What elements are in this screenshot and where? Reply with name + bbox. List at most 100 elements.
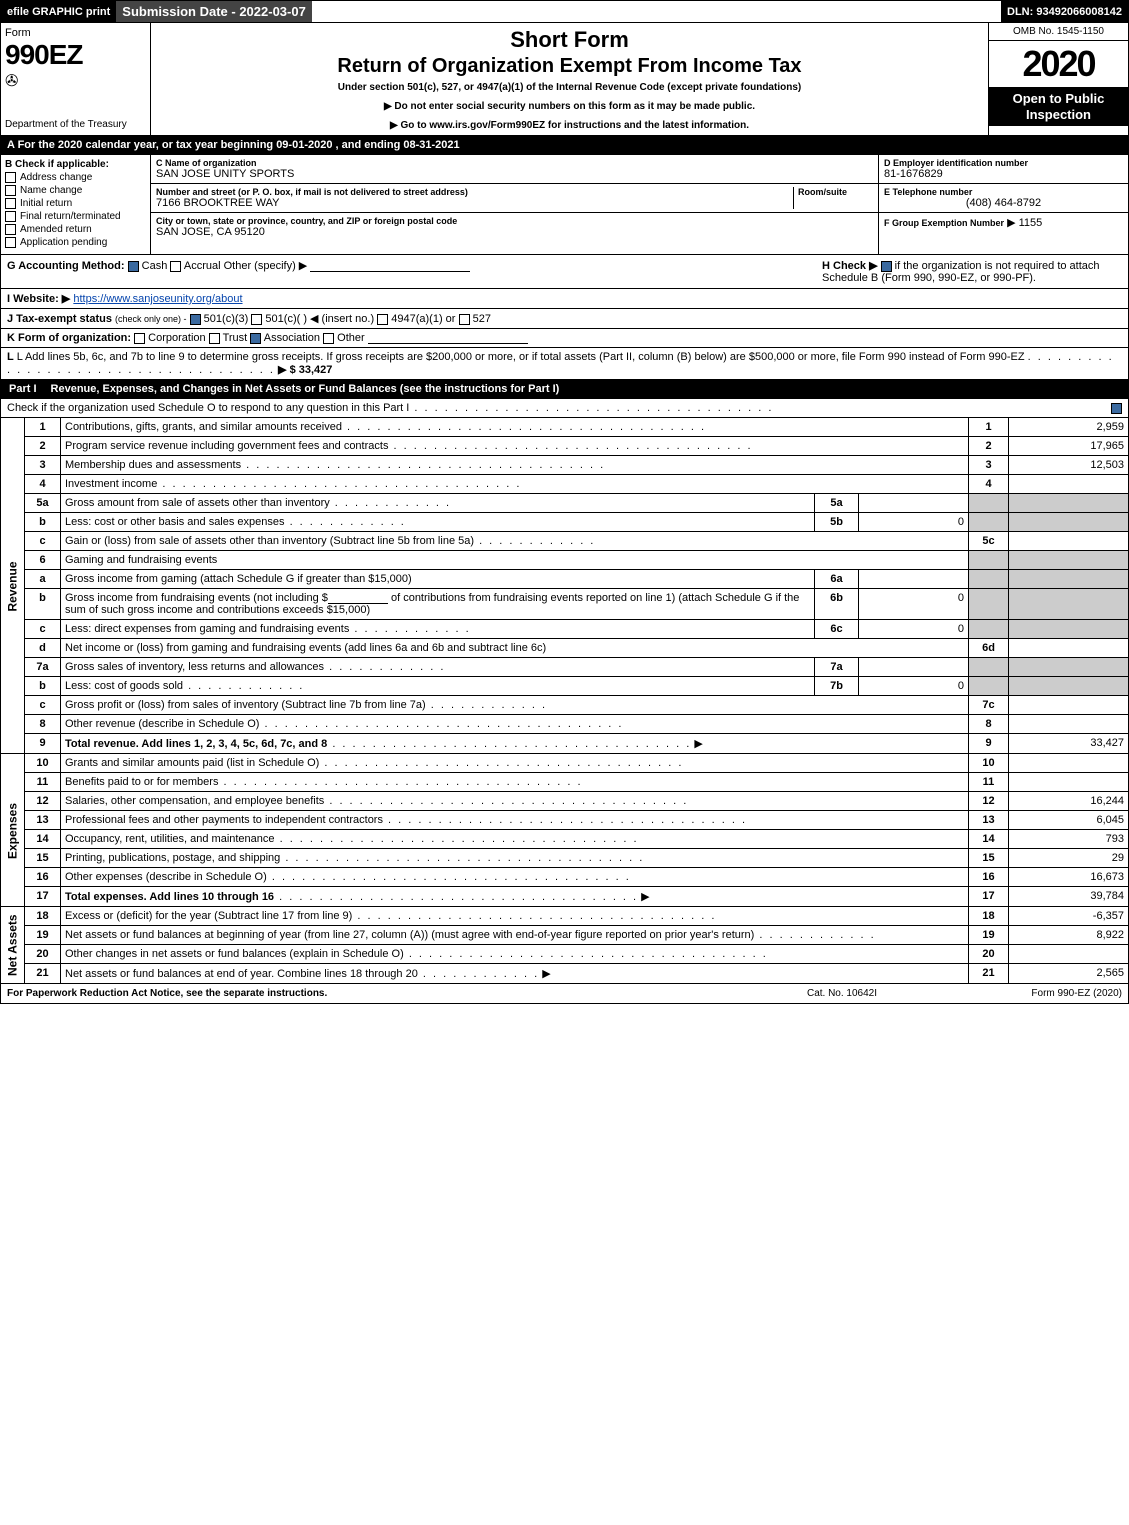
line-desc: Gross sales of inventory, less returns a… xyxy=(61,658,815,677)
line-num: c xyxy=(25,696,61,715)
goto-instructions: ▶ Go to www.irs.gov/Form990EZ for instru… xyxy=(155,120,984,131)
right-num: 16 xyxy=(969,868,1009,887)
chk-name-change[interactable]: Name change xyxy=(5,185,146,196)
line-desc: Gross income from fundraising events (no… xyxy=(61,589,815,620)
form-ref: Form 990-EZ (2020) xyxy=(942,988,1122,999)
chk-trust[interactable] xyxy=(209,333,220,344)
right-num: 20 xyxy=(969,945,1009,964)
g-other-fill[interactable] xyxy=(310,260,470,272)
line-14: 14 Occupancy, rent, utilities, and maint… xyxy=(1,830,1129,849)
chk-amended-return[interactable]: Amended return xyxy=(5,224,146,235)
chk-527[interactable] xyxy=(459,314,470,325)
rows-g-h: G Accounting Method: Cash Accrual Other … xyxy=(0,255,1129,289)
chk-other[interactable] xyxy=(323,333,334,344)
line-amount xyxy=(1009,715,1129,734)
row-g: G Accounting Method: Cash Accrual Other … xyxy=(7,259,822,284)
sub-amount: 0 xyxy=(859,620,969,639)
sub-num: 7b xyxy=(815,677,859,696)
chk-h[interactable] xyxy=(881,261,892,272)
line-desc: Investment income xyxy=(61,475,969,494)
right-num: 18 xyxy=(969,907,1009,926)
k-corp: Corporation xyxy=(148,332,205,344)
city-state-zip: SAN JOSE, CA 95120 xyxy=(156,226,873,238)
sub-num: 7a xyxy=(815,658,859,677)
chk-501c[interactable] xyxy=(251,314,262,325)
chk-address-change[interactable]: Address change xyxy=(5,172,146,183)
right-num: 15 xyxy=(969,849,1009,868)
right-num: 17 xyxy=(969,887,1009,907)
netassets-vlabel: Net Assets xyxy=(1,907,25,984)
line-desc: Membership dues and assessments xyxy=(61,456,969,475)
k-other-fill[interactable] xyxy=(368,332,528,344)
line-amount: 6,045 xyxy=(1009,811,1129,830)
line-amount xyxy=(1009,696,1129,715)
topbar-spacer xyxy=(312,1,1001,22)
chk-final-return[interactable]: Final return/terminated xyxy=(5,211,146,222)
line-15: 15 Printing, publications, postage, and … xyxy=(1,849,1129,868)
group-exempt-value: ▶ 1155 xyxy=(1007,217,1042,229)
line-amount: 16,244 xyxy=(1009,792,1129,811)
section-b: B Check if applicable: Address change Na… xyxy=(1,155,151,254)
h-label: H Check ▶ xyxy=(822,260,878,272)
chk-application-pending[interactable]: Application pending xyxy=(5,237,146,248)
right-num: 9 xyxy=(969,734,1009,754)
org-name-cell: C Name of organization SAN JOSE UNITY SP… xyxy=(151,155,878,184)
line-20: 20 Other changes in net assets or fund b… xyxy=(1,945,1129,964)
part-i-header: Part I Revenue, Expenses, and Changes in… xyxy=(0,380,1129,399)
line-desc: Benefits paid to or for members xyxy=(61,773,969,792)
line-amount: 16,673 xyxy=(1009,868,1129,887)
right-num: 2 xyxy=(969,437,1009,456)
ein-value: 81-1676829 xyxy=(884,168,1123,180)
line-13: 13 Professional fees and other payments … xyxy=(1,811,1129,830)
schedule-o-text: Check if the organization used Schedule … xyxy=(7,402,1111,414)
line-num: 15 xyxy=(25,849,61,868)
row-h: H Check ▶ if the organization is not req… xyxy=(822,259,1122,284)
group-exempt-label: F Group Exemption Number xyxy=(884,218,1004,228)
addr-cell: Number and street (or P. O. box, if mail… xyxy=(151,184,878,213)
line-7c: c Gross profit or (loss) from sales of i… xyxy=(1,696,1129,715)
chk-corp[interactable] xyxy=(134,333,145,344)
chk-accrual[interactable] xyxy=(170,261,181,272)
line-num: b xyxy=(25,513,61,532)
k-trust: Trust xyxy=(223,332,248,344)
line-amount xyxy=(1009,754,1129,773)
line-5c: c Gain or (loss) from sale of assets oth… xyxy=(1,532,1129,551)
line-8: 8 Other revenue (describe in Schedule O)… xyxy=(1,715,1129,734)
chk-schedule-o[interactable] xyxy=(1111,403,1122,414)
j-527: 527 xyxy=(473,313,491,325)
k-other: Other xyxy=(337,332,365,344)
shade-cell xyxy=(969,494,1009,513)
line-desc: Excess or (deficit) for the year (Subtra… xyxy=(61,907,969,926)
line-num: d xyxy=(25,639,61,658)
line-num: 12 xyxy=(25,792,61,811)
line-desc: Gross amount from sale of assets other t… xyxy=(61,494,815,513)
chk-label: Name change xyxy=(20,185,82,196)
right-num: 1 xyxy=(969,418,1009,437)
chk-501c3[interactable] xyxy=(190,314,201,325)
chk-assoc[interactable] xyxy=(250,333,261,344)
j-501c: 501(c)( ) ◀ (insert no.) xyxy=(265,313,374,325)
chk-cash[interactable] xyxy=(128,261,139,272)
website-link[interactable]: https://www.sanjoseunity.org/about xyxy=(73,293,242,305)
section-e: E Telephone number (408) 464-8792 xyxy=(879,184,1128,213)
line-num: 11 xyxy=(25,773,61,792)
shade-cell xyxy=(1009,513,1129,532)
city-label: City or town, state or province, country… xyxy=(156,216,873,226)
shade-cell xyxy=(969,551,1009,570)
line-10: Expenses 10 Grants and similar amounts p… xyxy=(1,754,1129,773)
line-6: 6 Gaming and fundraising events xyxy=(1,551,1129,570)
line-num: 9 xyxy=(25,734,61,754)
chk-4947[interactable] xyxy=(377,314,388,325)
line-num: c xyxy=(25,532,61,551)
right-num: 5c xyxy=(969,532,1009,551)
j-4947: 4947(a)(1) or xyxy=(391,313,455,325)
line-desc: Net income or (loss) from gaming and fun… xyxy=(61,639,969,658)
line-desc: Less: cost or other basis and sales expe… xyxy=(61,513,815,532)
chk-label: Initial return xyxy=(20,198,72,209)
omb-number: OMB No. 1545-1150 xyxy=(989,23,1128,41)
line-num: 18 xyxy=(25,907,61,926)
part-i-label: Part I xyxy=(1,380,45,398)
line-amount: 2,959 xyxy=(1009,418,1129,437)
chk-initial-return[interactable]: Initial return xyxy=(5,198,146,209)
efile-graphic-print: efile GRAPHIC print xyxy=(1,1,116,22)
